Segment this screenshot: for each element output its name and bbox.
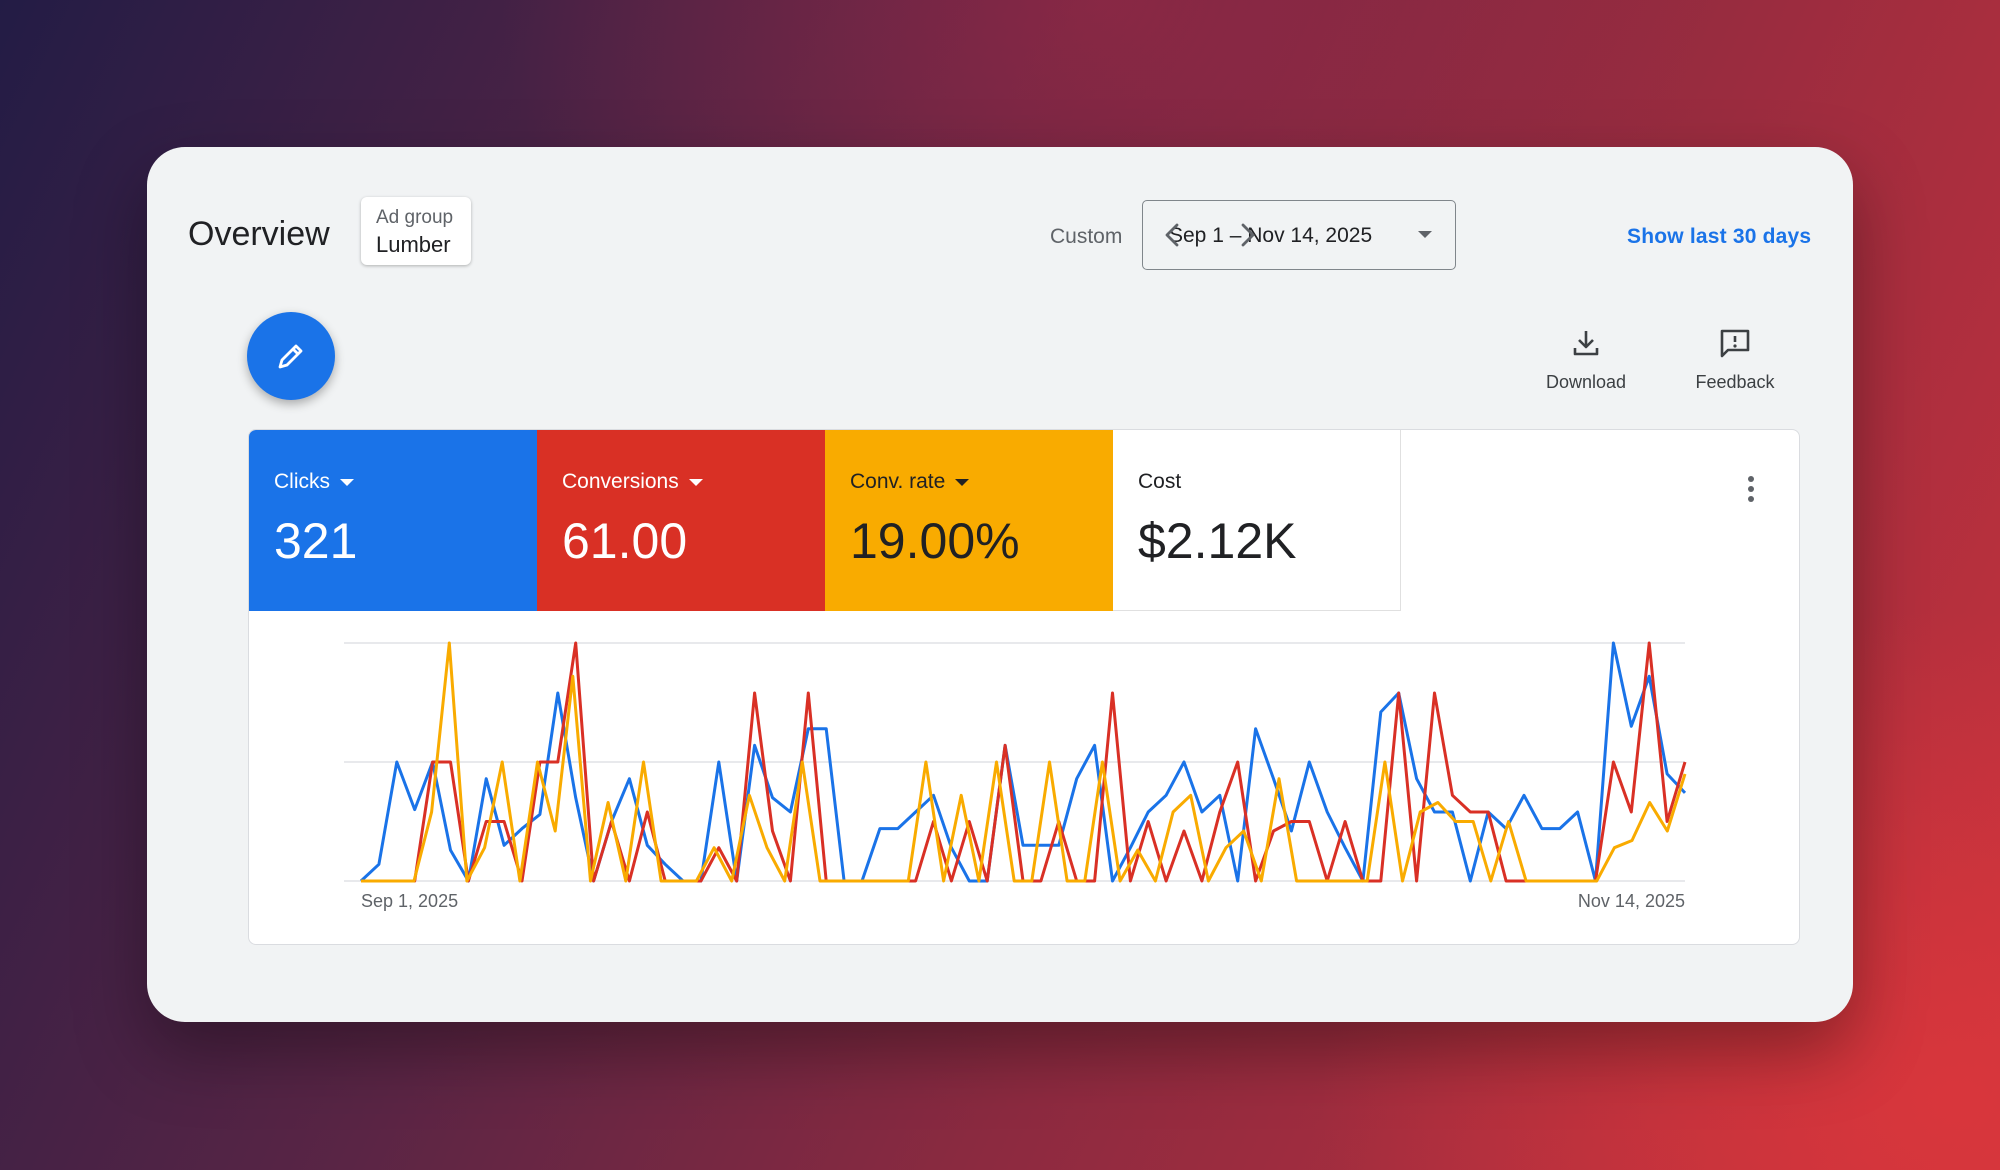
show-last-30-days-link[interactable]: Show last 30 days	[1627, 225, 1812, 248]
performance-panel: Clicks 321 Conversions 61.00 Conv. rate …	[248, 429, 1800, 945]
metric-label-wrap: Conv. rate	[850, 470, 970, 494]
dropdown-arrow-icon	[340, 478, 354, 486]
more-vert-icon	[1748, 476, 1754, 502]
dropdown-arrow-icon	[688, 478, 703, 486]
download-label: Download	[1545, 372, 1627, 392]
x-axis-start-label: Sep 1, 2025	[361, 891, 458, 911]
metric-card-clicks[interactable]: Clicks 321	[249, 430, 537, 611]
chevron-left-icon	[1165, 223, 1179, 247]
date-range-select[interactable]: Sep 1 – Nov 14, 2025	[1142, 200, 1456, 270]
feedback-icon	[1720, 329, 1750, 358]
series-line-0	[359, 641, 1687, 883]
metric-value: 61.00	[562, 513, 688, 569]
page-title: Overview	[188, 215, 330, 253]
series-line-2	[361, 641, 1687, 883]
download-button[interactable]: Download	[1531, 327, 1641, 393]
ad-group-value: Lumber	[376, 232, 451, 257]
x-axis-end-label: Nov 14, 2025	[1578, 891, 1685, 911]
date-range-value: Sep 1 – Nov 14, 2025	[1169, 224, 1373, 247]
metric-label: Clicks	[274, 470, 330, 493]
metric-value: 321	[274, 513, 358, 569]
metric-card-conversions[interactable]: Conversions 61.00	[537, 430, 825, 611]
metric-card-conv-rate[interactable]: Conv. rate 19.00%	[825, 430, 1113, 611]
dropdown-arrow-icon	[955, 478, 970, 486]
dropdown-arrow-icon	[1418, 231, 1432, 238]
metric-value: 19.00%	[850, 513, 1020, 569]
metric-label: Cost	[1138, 470, 1182, 493]
metric-label: Conversions	[562, 470, 679, 493]
pencil-icon	[278, 344, 303, 369]
feedback-label: Feedback	[1695, 372, 1775, 392]
download-icon	[1573, 331, 1599, 356]
ad-group-chip[interactable]: Ad group Lumber	[361, 197, 471, 265]
next-period-button[interactable]	[1229, 217, 1265, 253]
overview-card: Overview Ad group Lumber Custom Sep 1 – …	[147, 147, 1853, 1022]
more-options-button[interactable]	[1739, 472, 1763, 506]
ad-group-label: Ad group	[376, 207, 454, 228]
chevron-right-icon	[1241, 223, 1255, 247]
date-mode-label: Custom	[1050, 225, 1123, 248]
performance-chart: Sep 1, 2025 Nov 14, 2025	[344, 641, 1687, 911]
metric-label: Conv. rate	[850, 470, 946, 493]
feedback-button[interactable]: Feedback	[1680, 327, 1790, 393]
previous-period-button[interactable]	[1155, 217, 1191, 253]
edit-button[interactable]	[247, 312, 335, 400]
metric-label-wrap: Clicks	[274, 470, 354, 494]
metric-value: $2.12K	[1138, 513, 1297, 569]
metric-label-wrap: Conversions	[562, 470, 703, 494]
metric-card-cost[interactable]: Cost $2.12K	[1113, 430, 1401, 611]
